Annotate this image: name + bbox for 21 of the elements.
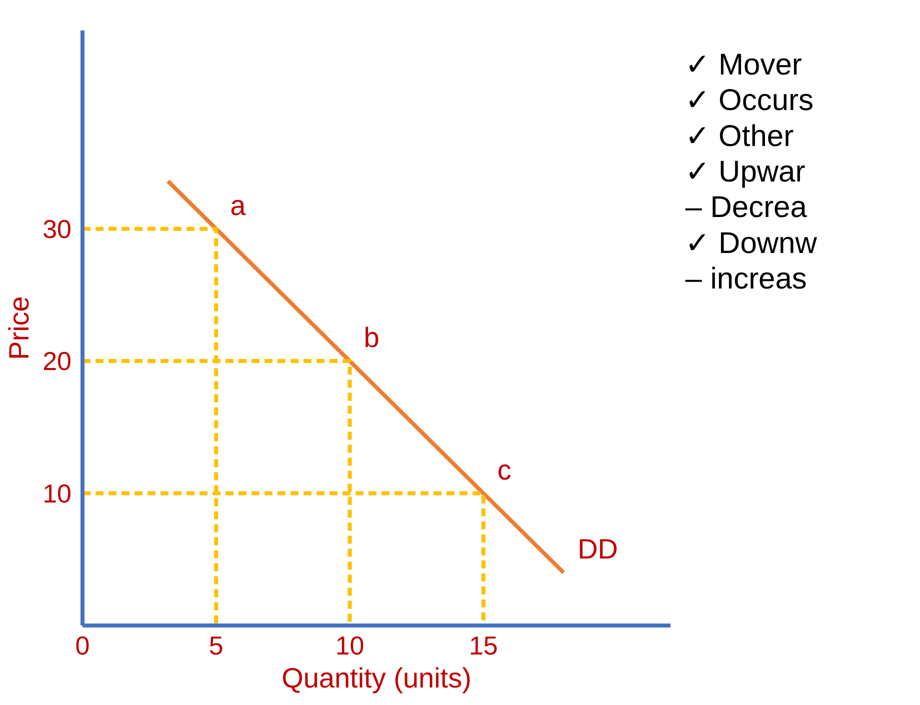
y-tick-label: 30 — [42, 214, 72, 244]
text: ✓ Other — [685, 120, 794, 153]
annotation: DD — [578, 534, 618, 565]
x-axis-title: Quantity (units) — [282, 662, 472, 694]
annotation: b — [364, 322, 380, 354]
y-tick-label: 20 — [42, 346, 72, 376]
x-tick-label: 10 — [335, 630, 364, 660]
annotation: c — [497, 454, 512, 486]
annotation: a — [230, 190, 246, 221]
x-tick-label: 0 — [75, 630, 90, 660]
y-tick-label: 10 — [42, 478, 72, 508]
text: – Decrea — [685, 191, 808, 224]
line-series — [166, 179, 566, 575]
text: – increas — [685, 262, 807, 296]
y-axis-title: Price — [4, 296, 35, 360]
x-tick-label: 5 — [208, 630, 224, 660]
x-tick-label: 15 — [468, 630, 498, 660]
text: ✓ Upwar — [685, 155, 806, 188]
text: ✓ Occurs — [685, 84, 814, 118]
text: ✓ Downw — [685, 226, 818, 260]
text: ✓ Mover — [685, 48, 802, 82]
